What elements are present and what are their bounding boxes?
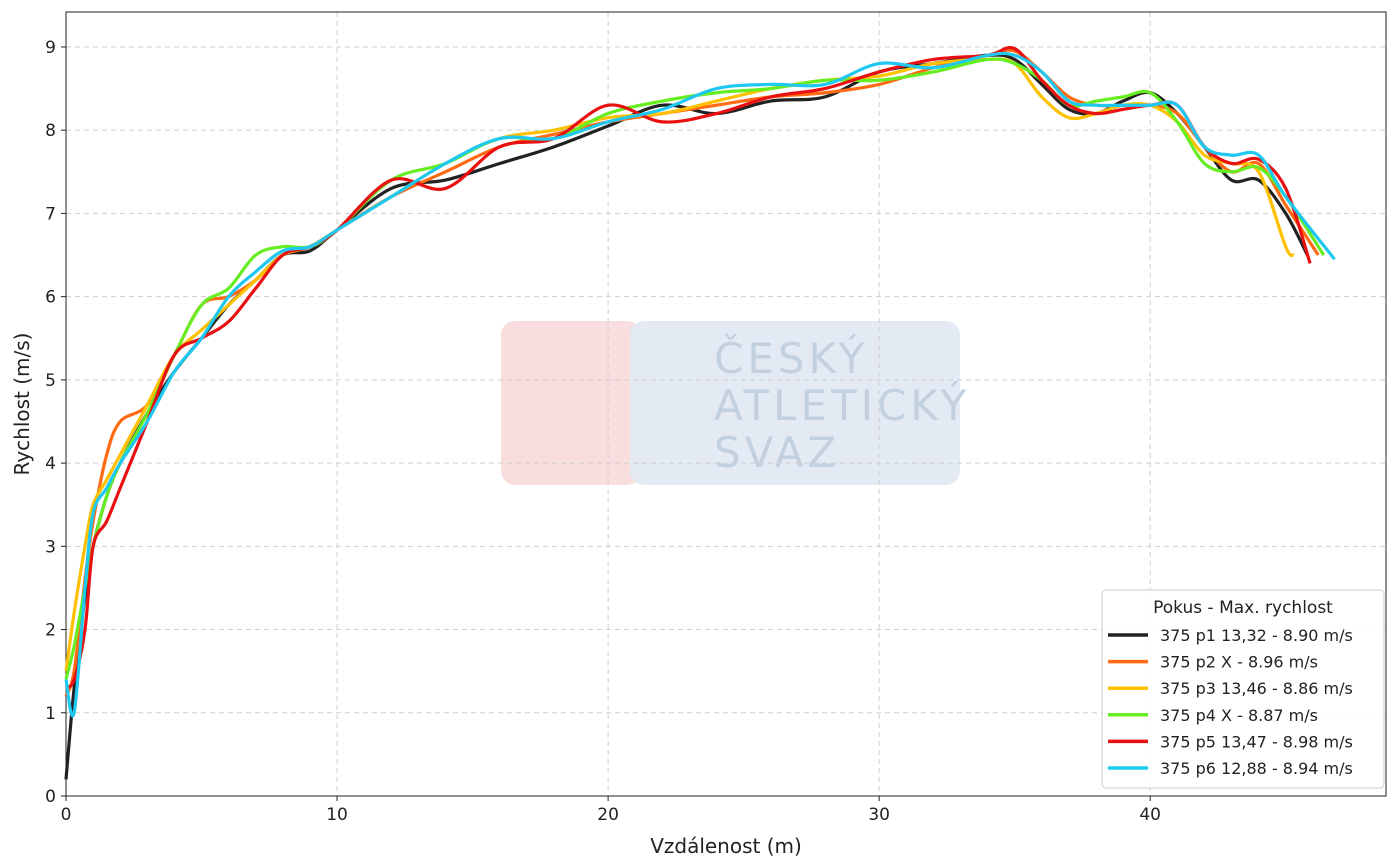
legend-label: 375 p1 13,32 - 8.90 m/s bbox=[1160, 626, 1353, 645]
watermark-text: ČESKÝ bbox=[714, 333, 868, 383]
legend-box bbox=[1101, 589, 1385, 789]
watermark-shield bbox=[501, 321, 641, 485]
x-axis-label: Vzdálenost (m) bbox=[650, 834, 802, 858]
legend-label: 375 p3 13,46 - 8.86 m/s bbox=[1160, 679, 1353, 698]
legend-label: 375 p4 X - 8.87 m/s bbox=[1160, 706, 1318, 725]
y-tick-label: 9 bbox=[45, 38, 56, 58]
y-axis-label: Rychlost (m/s) bbox=[10, 333, 34, 476]
legend-label: 375 p6 12,88 - 8.94 m/s bbox=[1160, 759, 1353, 778]
legend-title: Pokus - Max. rychlost bbox=[1153, 598, 1333, 618]
watermark bbox=[501, 321, 960, 485]
x-tick-label: 10 bbox=[326, 805, 348, 825]
plot-frame bbox=[65, 11, 1387, 797]
y-tick-label: 2 bbox=[45, 621, 56, 641]
y-tick-label: 5 bbox=[45, 371, 56, 391]
legend-label: 375 p5 13,47 - 8.98 m/s bbox=[1160, 732, 1353, 751]
y-tick-label: 4 bbox=[45, 454, 56, 474]
x-tick-label: 0 bbox=[61, 805, 72, 825]
watermark-panel bbox=[630, 321, 960, 485]
legend: Pokus - Max. rychlost 375 p1 13,32 - 8.90… bbox=[1101, 589, 1385, 789]
y-tick-label: 6 bbox=[45, 288, 56, 308]
line bbox=[64, 57, 1326, 680]
watermark-text: SVAZ bbox=[714, 428, 840, 477]
x-tick-label: 30 bbox=[868, 805, 890, 825]
legend-label: 375 p2 X - 8.96 m/s bbox=[1160, 653, 1318, 672]
y-tick-label: 8 bbox=[45, 121, 56, 141]
y-tick-label: 3 bbox=[45, 537, 56, 557]
x-tick-label: 20 bbox=[597, 805, 619, 825]
y-tick-label: 1 bbox=[45, 704, 56, 724]
watermark-text: ATLETICKÝ bbox=[714, 380, 970, 430]
x-tick-label: 40 bbox=[1139, 805, 1161, 825]
y-tick-label: 0 bbox=[45, 787, 56, 807]
y-tick-label: 7 bbox=[45, 204, 56, 224]
line bbox=[64, 51, 1336, 718]
